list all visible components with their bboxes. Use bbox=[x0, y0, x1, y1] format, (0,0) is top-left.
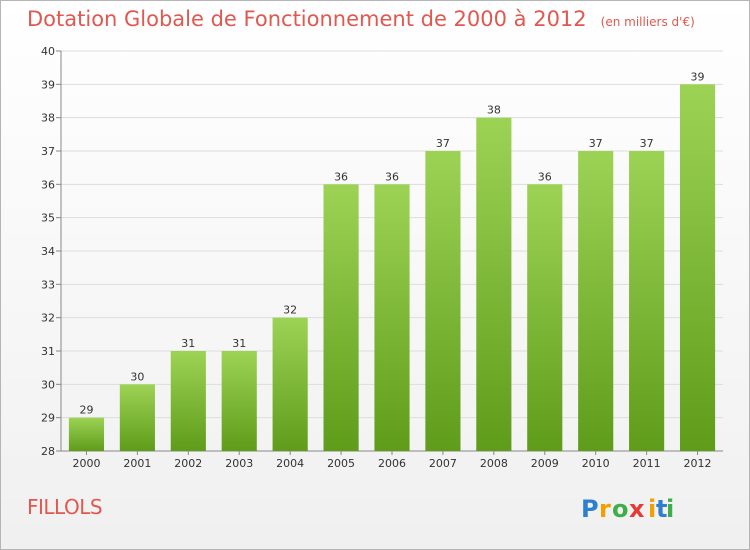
data-label: 37 bbox=[589, 137, 603, 150]
bar bbox=[323, 184, 359, 452]
y-tick-label: 35 bbox=[41, 212, 55, 225]
bar bbox=[578, 151, 614, 451]
logo-letter: i bbox=[648, 495, 656, 523]
bar bbox=[527, 184, 563, 452]
data-label: 32 bbox=[283, 304, 297, 317]
chart-title: Dotation Globale de Fonctionnement de 20… bbox=[27, 7, 695, 31]
bar bbox=[425, 151, 461, 451]
data-label: 37 bbox=[436, 137, 450, 150]
data-label: 29 bbox=[79, 404, 93, 417]
x-tick-label: 2009 bbox=[531, 457, 559, 470]
logo-letter: r bbox=[599, 495, 611, 523]
bar bbox=[374, 184, 410, 452]
logo-letter: P bbox=[581, 495, 599, 523]
x-tick-label: 2005 bbox=[327, 457, 355, 470]
y-tick-label: 29 bbox=[41, 412, 55, 425]
chart-units: (en milliers d'€) bbox=[600, 15, 695, 29]
bars bbox=[68, 84, 716, 452]
bar bbox=[221, 351, 257, 451]
logo-letter: i bbox=[666, 495, 674, 523]
bar-chart: 29 30 31 31 32 36 36 37 38 36 37 37 39 28 29 30 31 32 33 3… bbox=[41, 45, 723, 470]
logo-letter: o bbox=[612, 495, 629, 523]
data-label: 30 bbox=[130, 370, 144, 383]
chart-title-text: Dotation Globale de Fonctionnement de 20… bbox=[27, 7, 587, 31]
y-tick-label: 28 bbox=[41, 445, 55, 458]
y-tick-label: 37 bbox=[41, 145, 55, 158]
y-tick-label: 39 bbox=[41, 78, 55, 91]
y-tick-labels: 28 29 30 31 32 33 34 35 36 37 38 39 40 bbox=[41, 45, 55, 458]
bar bbox=[679, 84, 716, 451]
bar bbox=[629, 151, 665, 451]
logo-letter: t bbox=[656, 495, 667, 523]
y-tick-label: 33 bbox=[41, 278, 55, 291]
bar bbox=[170, 351, 206, 451]
y-tick-label: 36 bbox=[41, 178, 55, 191]
x-tick-label: 2003 bbox=[225, 457, 253, 470]
y-tick-label: 30 bbox=[41, 378, 55, 391]
bar bbox=[272, 317, 308, 451]
bar bbox=[68, 417, 105, 451]
x-tick-labels: 2000 2001 2002 2003 2004 2005 2006 2007 2008 2009… bbox=[72, 457, 711, 470]
data-label: 31 bbox=[232, 337, 246, 350]
logo-letter: x bbox=[629, 495, 645, 523]
data-label: 31 bbox=[181, 337, 195, 350]
data-label: 36 bbox=[334, 170, 348, 183]
bar bbox=[119, 384, 155, 451]
data-label: 37 bbox=[640, 137, 654, 150]
x-tick-label: 2004 bbox=[276, 457, 304, 470]
data-label: 39 bbox=[691, 70, 705, 83]
data-label: 36 bbox=[538, 170, 552, 183]
x-tick-label: 2002 bbox=[174, 457, 202, 470]
y-tick-label: 31 bbox=[41, 345, 55, 358]
value-labels: 29 30 31 31 32 36 36 37 38 36 37 37 39 bbox=[79, 70, 704, 416]
y-tick-label: 40 bbox=[41, 45, 55, 58]
x-tick-label: 2001 bbox=[123, 457, 151, 470]
data-label: 36 bbox=[385, 170, 399, 183]
data-label: 38 bbox=[487, 104, 501, 117]
commune-name: FILLOLS bbox=[27, 495, 103, 519]
x-tick-label: 2007 bbox=[429, 457, 457, 470]
x-tick-label: 2008 bbox=[480, 457, 508, 470]
bar bbox=[476, 117, 512, 452]
x-tick-label: 2012 bbox=[684, 457, 712, 470]
x-tick-label: 2011 bbox=[633, 457, 661, 470]
x-tick-label: 2000 bbox=[72, 457, 100, 470]
y-tick-label: 32 bbox=[41, 312, 55, 325]
y-tick-label: 34 bbox=[41, 245, 55, 258]
y-tick-label: 38 bbox=[41, 112, 55, 125]
x-tick-label: 2006 bbox=[378, 457, 406, 470]
x-tick-label: 2010 bbox=[582, 457, 610, 470]
